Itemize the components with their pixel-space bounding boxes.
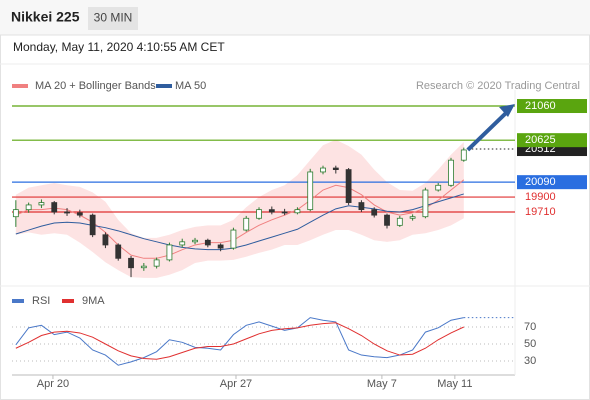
interval-badge[interactable] <box>88 7 138 30</box>
candle-body <box>409 216 416 219</box>
candle-body <box>243 217 250 231</box>
candle-body <box>281 211 288 214</box>
legend-swatch <box>62 299 74 303</box>
level-label: 20625 <box>525 134 556 146</box>
price-panel: MA 20 + Bollinger Bands MA 50 <box>12 80 515 278</box>
instrument-title: Nikkei 225 <box>11 9 80 25</box>
level-label: 19710 <box>525 206 556 218</box>
x-tick-label: Apr 27 <box>220 378 252 390</box>
legend-label: MA 50 <box>175 80 206 92</box>
candle-body <box>166 244 173 261</box>
y-tick-label: 30 <box>524 355 536 367</box>
level-badge <box>517 99 587 114</box>
candle-body <box>358 202 365 211</box>
candle-body <box>38 202 45 206</box>
candle-body <box>396 217 403 226</box>
candle-body <box>256 209 262 219</box>
candle-body <box>460 149 467 161</box>
x-tick-label: Apr 20 <box>37 378 69 390</box>
candle-body <box>128 257 134 269</box>
candle-body <box>179 241 186 246</box>
level-badge <box>517 175 587 190</box>
candle-body <box>307 171 314 211</box>
candle-body <box>345 169 352 203</box>
candle-body <box>332 167 339 171</box>
candle-body <box>204 239 211 246</box>
interval-label[interactable]: 30 MIN <box>94 11 133 25</box>
indicator-line <box>15 322 465 360</box>
candle-body <box>192 239 198 243</box>
candle-body <box>12 209 19 218</box>
x-tick-label: May 7 <box>367 378 397 390</box>
candle-body <box>153 259 160 267</box>
candle-body <box>115 244 122 259</box>
level-label: 19900 <box>525 191 556 203</box>
x-tick-label: May 11 <box>437 378 472 390</box>
candle-body <box>102 234 109 246</box>
bollinger-band <box>15 139 464 278</box>
legend-swatch <box>156 84 172 88</box>
candle-body <box>384 214 390 226</box>
arrow-head <box>499 104 515 118</box>
candle-body <box>294 209 301 214</box>
candle-body <box>51 202 58 213</box>
level-label: 20090 <box>525 176 556 188</box>
candle-body <box>140 265 147 269</box>
timestamp: Monday, May 11, 2020 4:10:55 AM CET <box>13 40 225 54</box>
level-label: 21060 <box>525 100 556 112</box>
candle-body <box>371 209 378 216</box>
legend-swatch <box>12 84 28 88</box>
candle-body <box>25 204 32 211</box>
target-arrow <box>466 110 509 152</box>
legend-label: MA 20 + Bollinger Bands <box>35 80 156 92</box>
legend-label: 9MA <box>82 295 105 307</box>
candle-body <box>448 159 454 186</box>
y-tick-label: 70 <box>524 321 536 333</box>
candle-body <box>320 167 326 173</box>
legend-label: RSI <box>32 295 50 307</box>
candle-body <box>76 212 83 216</box>
candle-body <box>268 209 275 213</box>
candle-body <box>217 244 224 249</box>
indicator-line <box>15 317 464 366</box>
rsi-panel: RSI 9MA 70 50 30 <box>12 295 536 367</box>
candle-body <box>435 184 442 191</box>
candle-body <box>89 214 96 236</box>
candle-body <box>64 211 70 214</box>
credit: Research © 2020 Trading Central <box>416 80 580 92</box>
candle-body <box>422 189 429 218</box>
legend-swatch <box>12 299 24 303</box>
candle-body <box>230 229 237 249</box>
y-tick-label: 50 <box>524 338 536 350</box>
level-badge <box>517 133 587 148</box>
